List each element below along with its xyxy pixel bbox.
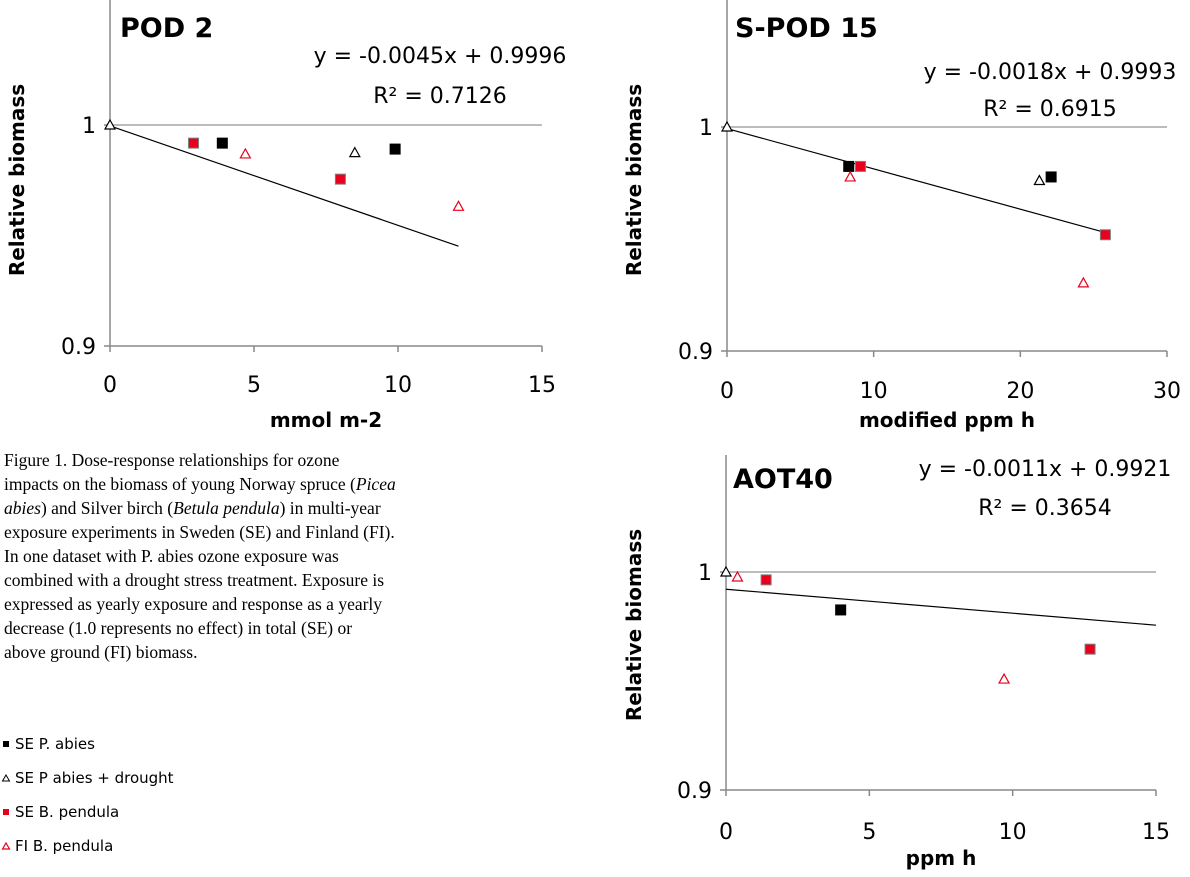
legend-label: SE P. abies <box>15 734 95 753</box>
data-point <box>1033 174 1046 186</box>
legend-item-se-pendula: SE B. pendula <box>0 802 320 821</box>
x-tick-label: 20 <box>1006 379 1034 404</box>
y-tick-label: 1 <box>698 561 712 586</box>
legend-label: SE B. pendula <box>15 802 120 821</box>
r-squared: R² = 0.7126 <box>373 84 507 109</box>
y-tick-label: 0.9 <box>61 335 96 360</box>
legend-item-se-abies: SE P. abies <box>0 734 320 753</box>
x-tick-label: 10 <box>384 373 412 398</box>
data-point <box>452 200 465 211</box>
legend-marker-red-triangle-icon <box>0 840 12 852</box>
trendline-equation: y = -0.0045x + 0.9996 <box>314 44 567 69</box>
y-tick-label: 0.9 <box>678 340 713 365</box>
legend-item-se-abies-drought: SE P abies + drought <box>0 768 320 787</box>
trendline <box>725 588 1157 626</box>
trendline <box>109 125 459 247</box>
legend-label: FI B. pendula <box>15 836 114 855</box>
chart-title: S-POD 15 <box>735 13 878 44</box>
data-point <box>760 574 772 586</box>
data-point <box>1084 643 1096 655</box>
data-point <box>843 160 855 172</box>
trendline <box>726 127 1106 234</box>
trendline-equation: y = -0.0011x + 0.9921 <box>919 457 1172 482</box>
data-point <box>998 672 1011 684</box>
y-axis-label: Relative biomass <box>622 84 646 276</box>
x-tick-label: 5 <box>247 373 261 398</box>
data-point <box>188 137 200 149</box>
x-axis-label: ppm h <box>906 846 977 870</box>
caption-part-1: Figure 1. Dose-response relationships fo… <box>4 450 356 494</box>
data-point <box>731 570 744 582</box>
legend-marker-red-square-icon <box>0 806 12 818</box>
figure-caption: Figure 1. Dose-response relationships fo… <box>4 448 396 664</box>
y-tick-label: 1 <box>699 116 713 141</box>
x-tick-label: 0 <box>720 379 734 404</box>
data-point <box>239 147 252 159</box>
x-tick-label: 0 <box>103 373 117 398</box>
caption-part-2: ) and Silver birch ( <box>40 498 174 518</box>
data-point <box>103 118 117 130</box>
data-point <box>1099 229 1111 241</box>
caption-species-1: Picea abies <box>4 474 396 518</box>
x-tick-label: 10 <box>999 820 1027 845</box>
x-tick-label: 30 <box>1153 379 1181 404</box>
r-squared: R² = 0.6915 <box>983 97 1117 122</box>
data-point <box>348 146 361 158</box>
legend-marker-open-triangle-icon <box>0 772 12 784</box>
data-point <box>1077 276 1090 288</box>
chart-spod15: 0.910 10 20 30S-POD 15y = -0.0018x + 0.9993… <box>622 0 1181 432</box>
data-point <box>844 170 857 182</box>
data-point <box>1045 171 1057 183</box>
data-point <box>854 160 866 172</box>
data-point <box>835 604 847 616</box>
legend-item-fi-pendula: FI B. pendula <box>0 836 320 855</box>
caption-species-2: Betula pendula <box>173 498 280 518</box>
legend-label: SE P abies + drought <box>15 768 174 787</box>
x-tick-label: 15 <box>528 373 556 398</box>
y-axis-label: Relative biomass <box>622 529 646 721</box>
data-point <box>216 137 228 149</box>
r-squared: R² = 0.3654 <box>978 496 1112 521</box>
legend: SE P. abies SE P abies + drought SE B. p… <box>0 734 320 870</box>
y-axis-label: Relative biomass <box>5 84 29 276</box>
data-point <box>389 143 401 155</box>
y-tick-label: 1 <box>82 114 96 139</box>
data-point <box>720 120 734 132</box>
y-tick-label: 0.9 <box>677 779 712 804</box>
trendline-equation: y = -0.0018x + 0.9993 <box>924 60 1177 85</box>
x-tick-label: 15 <box>1142 820 1170 845</box>
x-tick-label: 10 <box>860 379 888 404</box>
x-tick-label: 0 <box>719 820 733 845</box>
chart-title: AOT40 <box>733 464 833 495</box>
chart-title: POD 2 <box>120 13 213 44</box>
data-point <box>334 173 346 185</box>
caption-part-3: ) in multi-year exposure experiments in … <box>4 498 395 662</box>
x-tick-label: 5 <box>862 820 876 845</box>
x-axis-label: mmol m-2 <box>270 408 382 432</box>
x-axis-label: modified ppm h <box>859 408 1035 432</box>
legend-marker-black-square-icon <box>0 738 12 750</box>
data-point <box>719 565 733 577</box>
